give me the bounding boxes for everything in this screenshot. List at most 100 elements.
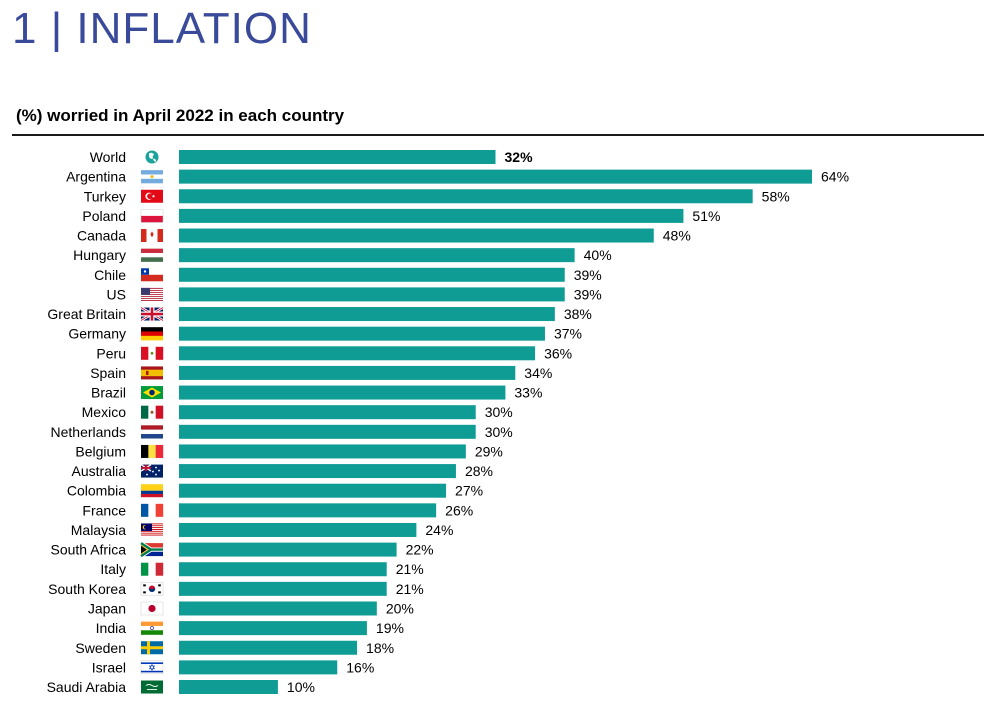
category-label-sweden: Sweden bbox=[75, 640, 126, 656]
value-label-chile: 39% bbox=[574, 267, 602, 283]
bar-chile bbox=[179, 267, 565, 282]
bar-south-korea bbox=[179, 581, 387, 596]
bar-row: Australia 28% bbox=[72, 463, 493, 479]
bar-sweden bbox=[179, 640, 358, 655]
bar-spain bbox=[179, 365, 516, 380]
bar-row: Sweden 18% bbox=[75, 640, 394, 656]
chile-flag bbox=[141, 268, 163, 282]
bar-row: Great Britain 38% bbox=[47, 306, 591, 322]
category-label-germany: Germany bbox=[68, 326, 126, 342]
value-label-belgium: 29% bbox=[475, 443, 503, 459]
bar-saudi-arabia bbox=[179, 680, 278, 695]
japan-flag bbox=[140, 601, 164, 616]
malaysia-flag bbox=[141, 523, 163, 537]
value-label-israel: 16% bbox=[346, 659, 374, 675]
saudi-arabia-flag bbox=[141, 680, 163, 694]
australia-flag bbox=[140, 463, 163, 478]
category-label-brazil: Brazil bbox=[91, 385, 126, 401]
bar-row: Canada 48% bbox=[77, 228, 691, 244]
value-label-colombia: 27% bbox=[455, 483, 483, 499]
value-label-australia: 28% bbox=[465, 463, 493, 479]
bar-brazil bbox=[179, 385, 506, 400]
bar-row: Poland 51% bbox=[82, 208, 720, 224]
bar-south-africa bbox=[179, 542, 397, 557]
title-divider bbox=[12, 134, 984, 136]
bar-row: Netherlands 30% bbox=[51, 424, 513, 440]
category-label-argentina: Argentina bbox=[66, 169, 126, 185]
bar-colombia bbox=[179, 483, 447, 498]
france-flag bbox=[141, 503, 164, 517]
bar-row: Israel 16% bbox=[92, 659, 375, 675]
category-label-italy: Italy bbox=[100, 561, 126, 577]
category-label-us: US bbox=[107, 286, 126, 302]
bar-row: Belgium 29% bbox=[75, 443, 502, 459]
bar-row: Saudi Arabia 10% bbox=[47, 679, 315, 695]
bar-poland bbox=[179, 208, 684, 223]
israel-flag bbox=[140, 660, 164, 675]
italy-flag bbox=[141, 562, 164, 576]
category-label-australia: Australia bbox=[72, 463, 127, 479]
category-label-colombia: Colombia bbox=[67, 483, 126, 499]
mexico-flag bbox=[141, 405, 164, 419]
bar-hungary bbox=[179, 248, 575, 263]
category-label-chile: Chile bbox=[94, 267, 126, 283]
bar-canada bbox=[179, 228, 654, 243]
bar-great-britain bbox=[179, 307, 555, 322]
netherlands-flag bbox=[141, 425, 163, 439]
bar-india bbox=[179, 621, 367, 636]
colombia-flag bbox=[141, 484, 163, 498]
bar-row: Hungary 40% bbox=[73, 247, 612, 263]
category-label-mexico: Mexico bbox=[82, 404, 127, 420]
value-label-hungary: 40% bbox=[584, 247, 612, 263]
bar-row: US 39% bbox=[107, 286, 602, 302]
sweden-flag bbox=[141, 641, 163, 655]
bar-japan bbox=[179, 601, 377, 616]
bar-row: South Africa 22% bbox=[51, 541, 434, 558]
value-label-india: 19% bbox=[376, 620, 404, 636]
value-label-south-korea: 21% bbox=[396, 581, 424, 597]
value-label-argentina: 64% bbox=[821, 169, 849, 185]
value-label-saudi-arabia: 10% bbox=[287, 679, 315, 695]
category-label-world: World bbox=[90, 149, 126, 165]
bar-belgium bbox=[179, 444, 466, 459]
category-label-malaysia: Malaysia bbox=[71, 522, 126, 538]
canada-flag bbox=[141, 229, 163, 243]
page-title: 1 | INFLATION bbox=[12, 4, 312, 53]
bar-row: Chile 39% bbox=[94, 267, 602, 283]
category-label-south-korea: South Korea bbox=[48, 581, 126, 597]
brazil-flag bbox=[141, 386, 163, 400]
bar-row: Argentina 64% bbox=[66, 169, 849, 185]
value-label-netherlands: 30% bbox=[485, 424, 513, 440]
bar-row: Spain 34% bbox=[90, 365, 552, 381]
bar-row: Japan 20% bbox=[88, 600, 414, 616]
poland-flag bbox=[140, 209, 164, 223]
bar-row: Germany 37% bbox=[68, 326, 582, 342]
value-label-peru: 36% bbox=[544, 345, 572, 361]
bar-argentina bbox=[179, 169, 812, 184]
category-label-india: India bbox=[96, 620, 127, 636]
bar-row: South Korea 21% bbox=[48, 581, 424, 597]
bar-mexico bbox=[179, 405, 476, 420]
chart-title: (%) worried in April 2022 in each countr… bbox=[16, 106, 345, 125]
category-label-hungary: Hungary bbox=[73, 247, 126, 263]
bar-row: Italy 21% bbox=[100, 561, 423, 577]
bar-row: France 26% bbox=[82, 502, 473, 518]
globe-icon bbox=[145, 150, 159, 164]
value-label-canada: 48% bbox=[663, 228, 691, 244]
value-label-france: 26% bbox=[445, 502, 473, 518]
peru-flag bbox=[141, 346, 164, 360]
category-label-israel: Israel bbox=[92, 659, 126, 675]
bar-germany bbox=[179, 326, 545, 341]
value-label-us: 39% bbox=[574, 286, 602, 302]
germany-flag bbox=[141, 327, 163, 341]
value-label-mexico: 30% bbox=[485, 404, 513, 420]
bar-row: India 19% bbox=[96, 620, 404, 636]
category-label-south-africa: South Africa bbox=[51, 542, 127, 558]
bar-france bbox=[179, 503, 437, 518]
value-label-world: 32% bbox=[505, 149, 534, 165]
value-label-italy: 21% bbox=[396, 561, 424, 577]
category-label-peru: Peru bbox=[96, 345, 126, 361]
bar-malaysia bbox=[179, 522, 417, 537]
category-label-france: France bbox=[82, 502, 126, 518]
